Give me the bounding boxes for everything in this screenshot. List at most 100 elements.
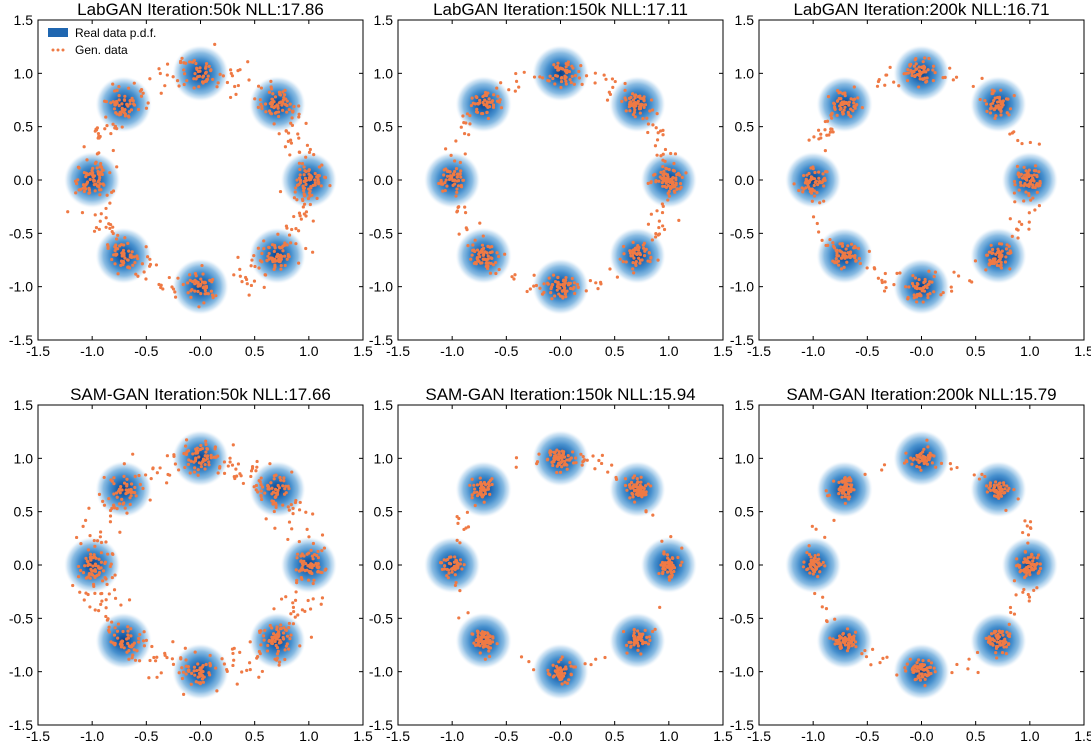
gen-point (915, 669, 920, 673)
gen-point (1027, 599, 1031, 603)
gen-point (665, 570, 670, 574)
gen-point (315, 565, 319, 569)
gen-point (199, 443, 203, 448)
gen-point (176, 276, 180, 280)
gen-point (87, 562, 91, 566)
gen-point (98, 530, 103, 534)
gen-point (847, 645, 851, 649)
gen-point (288, 153, 292, 157)
gen-point (203, 462, 207, 467)
gen-point (629, 480, 634, 485)
gen-point (949, 285, 953, 289)
gen-point (257, 649, 261, 654)
gen-point (275, 492, 280, 496)
gen-point (87, 191, 91, 195)
gen-point (209, 69, 213, 73)
gen-point (133, 474, 137, 479)
gen-point (165, 73, 169, 77)
gen-point (561, 452, 565, 457)
gen-point (853, 630, 858, 634)
gen-point (634, 485, 639, 489)
gen-point (664, 166, 668, 170)
gen-point (113, 124, 118, 128)
gen-point (1027, 193, 1031, 198)
gen-point (996, 644, 1000, 649)
gen-point (311, 250, 315, 254)
gen-point (130, 482, 134, 486)
gen-point (1023, 560, 1027, 564)
gen-point (99, 164, 103, 169)
gen-point (1027, 595, 1032, 599)
gen-point (299, 217, 303, 221)
gen-point (455, 187, 459, 191)
gen-point (173, 295, 178, 299)
gen-point (478, 482, 482, 486)
gen-point (921, 658, 925, 663)
gen-point (115, 88, 119, 93)
gen-point (639, 635, 644, 639)
gen-point (284, 129, 288, 133)
gen-point (580, 82, 584, 86)
gen-point (93, 544, 97, 548)
gen-point (292, 196, 297, 200)
gen-point (823, 149, 827, 153)
gen-point (199, 292, 203, 296)
gen-point (918, 465, 922, 469)
gen-point (563, 459, 567, 464)
gen-point (168, 473, 172, 477)
gen-point (824, 619, 829, 623)
gen-point (642, 95, 646, 99)
gen-point (88, 171, 92, 176)
gen-point (118, 110, 122, 114)
gen-point (89, 552, 93, 556)
gen-point (236, 462, 241, 466)
x-tick-label: -0.5 (855, 343, 879, 359)
gen-point (667, 559, 671, 563)
gen-point (474, 643, 478, 647)
gen-point (641, 117, 645, 121)
gen-point (1027, 560, 1031, 564)
gen-point (123, 256, 127, 260)
gen-point (186, 462, 191, 467)
gen-point (1022, 165, 1026, 169)
gen-point (480, 642, 485, 646)
gen-point (911, 284, 916, 288)
gen-point (130, 96, 134, 100)
gen-point (661, 571, 665, 576)
x-tick-label: -0.0 (188, 728, 212, 744)
gen-point (455, 538, 459, 542)
gen-point (484, 488, 488, 492)
gen-point (207, 64, 211, 68)
gen-point (316, 562, 320, 566)
plot-area (424, 45, 697, 315)
gen-point (927, 671, 931, 675)
gen-point (177, 468, 181, 472)
gen-point (125, 511, 129, 515)
gen-point (180, 666, 184, 670)
gen-point (948, 462, 953, 466)
gen-point (858, 261, 862, 266)
gen-point (831, 259, 835, 263)
gen-point (200, 280, 204, 284)
gen-point (107, 496, 111, 501)
gen-point (672, 189, 676, 193)
gen-point (192, 77, 196, 81)
gen-point (259, 476, 263, 480)
gen-point (88, 605, 92, 609)
gen-point (487, 97, 491, 101)
gen-point (848, 476, 852, 480)
gen-point (277, 114, 281, 119)
gen-point (270, 641, 275, 646)
gen-point (675, 187, 679, 191)
gen-point (252, 254, 256, 258)
gen-point (291, 605, 296, 609)
gen-point (93, 189, 97, 193)
gen-point (989, 105, 993, 110)
gen-point (272, 267, 276, 271)
gen-point (272, 249, 276, 254)
gen-point (532, 284, 536, 288)
gen-point (129, 488, 133, 492)
gen-point (97, 227, 101, 231)
gen-point (444, 167, 448, 171)
gen-point (255, 465, 259, 469)
